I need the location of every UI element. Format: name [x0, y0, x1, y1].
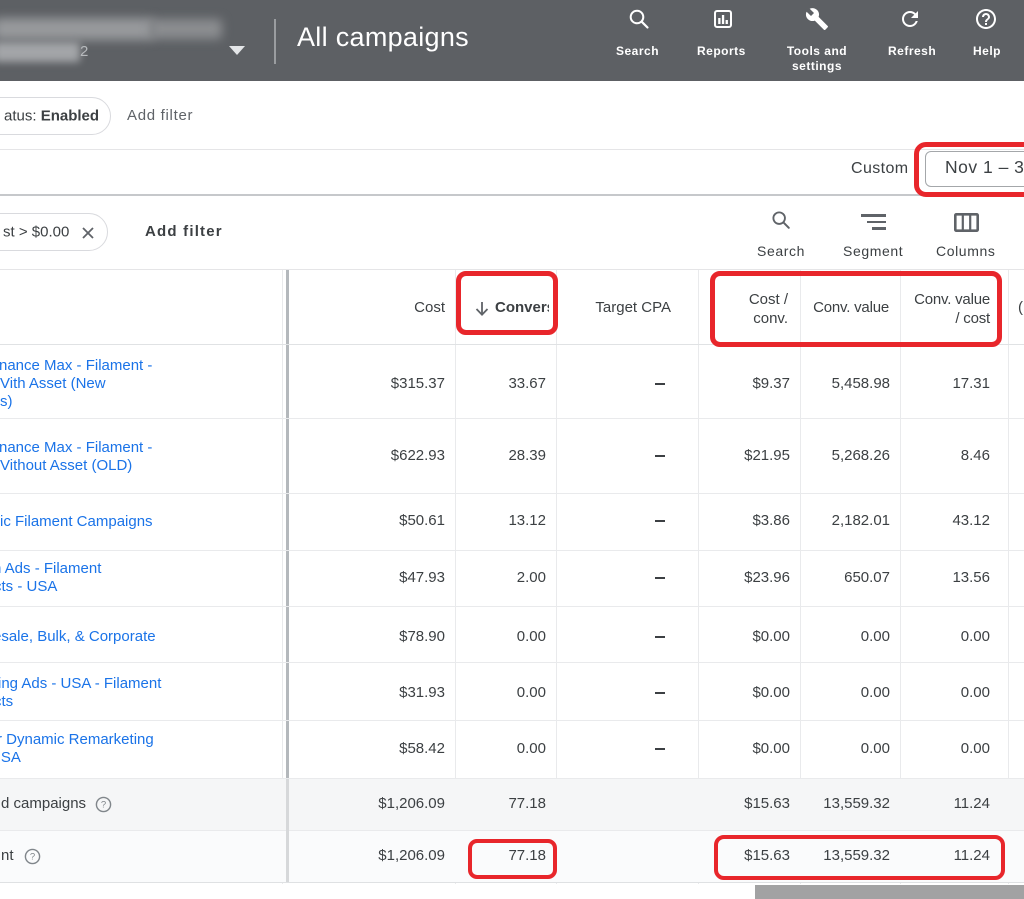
svg-text:?: ?	[30, 852, 35, 863]
svg-text:?: ?	[101, 799, 106, 810]
